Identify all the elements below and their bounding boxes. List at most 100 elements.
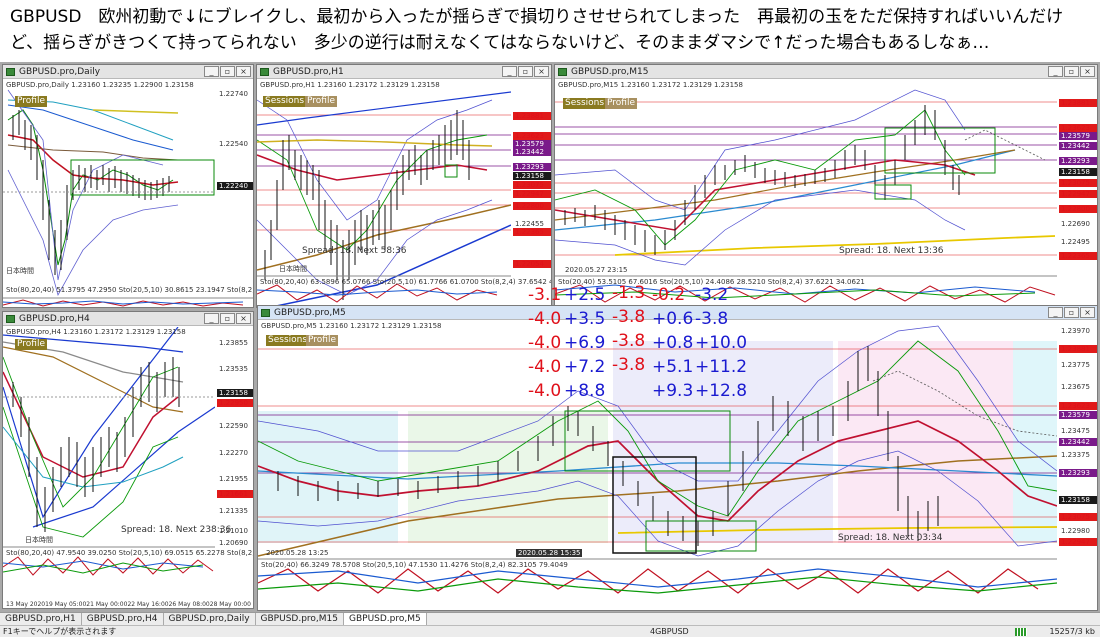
tab-m15[interactable]: GBPUSD.pro,M15 [256,613,344,625]
price-level-label: 1.23623 [1059,124,1097,132]
minimize-button[interactable]: _ [1048,66,1063,77]
chart-area[interactable]: GBPUSD.pro,H4 1.23160 1.23172 1.23129 1.… [3,327,253,608]
price-level-label: 1.23881 [1059,99,1097,107]
sessions-tag[interactable]: Sessions [263,96,307,107]
price-axis: 1.23881 1.23623 1.23579 1.23442 1.23293 … [511,80,551,270]
window-controls: _ ▫ × [502,66,549,77]
chart-icon [260,68,269,76]
tab-h4[interactable]: GBPUSD.pro,H4 [82,613,164,625]
minimize-button[interactable]: _ [204,66,219,77]
restore-button[interactable]: ▫ [220,66,235,77]
candles [12,110,170,275]
tab-h1[interactable]: GBPUSD.pro,H1 [0,613,82,625]
time-axis: 13 May 2020 19 May 05:00 21 May 00:00 22… [6,601,251,608]
chart-window-h1[interactable]: GBPUSD.pro,H1 _ ▫ × GBPUSD.pro,H1 1.23160 … [256,64,552,308]
h4-chart-svg [3,327,215,576]
price-level-label: 1.22365 [1059,252,1097,260]
header-line-1: GBPUSD 欧州初動で↓にブレイクし、最初から入ったが揺らぎで損切りさせせられ… [10,7,1064,27]
chart-area[interactable]: GBPUSD.pro,M5 1.23160 1.23172 1.23129 1.… [258,321,1097,610]
close-button[interactable]: × [1080,66,1095,77]
ohlc-info: GBPUSD.pro,H1 1.23160 1.23172 1.23129 1.… [260,81,440,89]
price-tick: 1.23475 [1061,427,1090,435]
window-controls: _ ▫ × [204,66,251,77]
price-level-label: 1.23075 [513,181,551,189]
profile-tag[interactable]: Profile [305,96,337,107]
window-title-bar[interactable]: GBPUSD.pro,M5 _ ▫ × [258,306,1097,320]
connection-bars-icon [1015,628,1027,636]
restore-button[interactable]: ▫ [1064,66,1079,77]
minimize-button[interactable]: _ [502,66,517,77]
window-title: GBPUSD.pro,H4 [19,314,90,324]
price-level-label: 1.23075 [1059,179,1097,187]
current-price-label: 1.23158 [1059,168,1097,176]
time-tick: 26 May 08:00 [168,601,210,608]
tab-m5[interactable]: GBPUSD.pro,M5 [344,613,427,625]
window-title-bar[interactable]: GBPUSD.pro,H1 _ ▫ × [257,65,551,79]
current-price-label: 1.23158 [513,172,551,180]
chart-window-daily[interactable]: GBPUSD.pro,Daily _ ▫ × GBPUSD.pro,Daily 1.… [2,64,254,308]
restore-button[interactable]: ▫ [220,313,235,324]
window-title-bar[interactable]: GBPUSD.pro,Daily _ ▫ × [3,65,253,79]
chart-window-m5[interactable]: GBPUSD.pro,M5 _ ▫ × GBPUSD.pro,M5 1.23160 … [257,305,1098,611]
chart-area[interactable]: GBPUSD.pro,Daily 1.23160 1.23235 1.22900… [3,80,253,307]
time-cursor-label: 2020.05.27 23:15 [565,266,628,274]
price-tick: 1.23855 [219,339,248,347]
window-controls: _ ▫ × [1048,307,1095,318]
stochastic-info: Sto(80,20,40) 47.9540 39.0250 Sto(20,5,1… [6,549,253,557]
price-tick: 1.23970 [1061,327,1090,335]
price-tick: 1.23675 [1061,383,1090,391]
spread-label: Spread: 18. Next 13:36 [839,246,944,256]
chart-window-m15[interactable]: GBPUSD.pro,M15 _ ▫ × GBPUSD.pro,M15 1.2316… [554,64,1098,308]
price-tick: 1.23535 [219,365,248,373]
price-level-label: 1.22947 [1059,538,1097,546]
profile-tag[interactable]: Profile [15,96,47,107]
sessions-tag[interactable]: Sessions [563,98,607,109]
stochastic-info: Sto(20,40) 66.3249 78.5708 Sto(20,5,10) … [261,561,568,569]
chart-icon [558,68,567,76]
price-tick: 1.22495 [1061,238,1090,246]
price-level-label: 1.22054 [513,260,551,268]
ohlc-info: GBPUSD.pro,Daily 1.23160 1.23235 1.22900… [6,81,194,89]
window-title: GBPUSD.pro,M15 [571,67,649,77]
chart-window-h4[interactable]: GBPUSD.pro,H4 _ ▫ × GBPUSD.pro,H4 1.23160 … [2,311,254,609]
time-tick: 21 May 00:00 [86,601,128,608]
stochastic-info: Sto(20,40) 53.5105 67.6016 Sto(20,5,10) … [558,278,865,286]
price-level-label: 1.22800 [1059,205,1097,213]
minimize-button[interactable]: _ [1048,307,1063,318]
profile-tag[interactable]: Profile [306,335,338,346]
restore-button[interactable]: ▫ [1064,307,1079,318]
close-button[interactable]: × [534,66,549,77]
price-axis: 1.23881 1.23623 1.23579 1.23442 1.23293 … [1057,80,1097,270]
tab-daily[interactable]: GBPUSD.pro,Daily [164,613,256,625]
current-price-label: 1.23158 [1059,496,1097,504]
time-tick: 13 May 2020 [6,601,46,608]
price-level-label: 1.23293 [1059,469,1097,477]
window-title-bar[interactable]: GBPUSD.pro,M15 _ ▫ × [555,65,1097,79]
minimize-button[interactable]: _ [204,313,219,324]
price-level-label: 1.23579 [1059,411,1097,419]
status-bar: F1キーでヘルプが表示されます 4GBPUSD 15257/3 kb [0,625,1100,637]
price-level-label: 1.22365 [513,228,551,236]
close-button[interactable]: × [236,66,251,77]
current-price-label: 1.23158 [217,389,253,397]
window-controls: _ ▫ × [1048,66,1095,77]
profile-tag[interactable]: Profile [605,98,637,109]
profile-tag[interactable]: Profile [15,339,47,350]
close-button[interactable]: × [1080,307,1095,318]
chart-icon [261,309,270,317]
price-level-label: 1.22947 [513,190,551,198]
ohlc-info: GBPUSD.pro,H4 1.23160 1.23172 1.23129 1.… [6,328,186,336]
header-line-2: ど、揺らぎがきつくて持ってられない 多少の逆行は耐えなくてはならないけど、そのま… [10,33,990,53]
window-title: GBPUSD.pro,Daily [19,67,101,77]
price-level-label: 1.23442 [513,148,551,156]
chart-area[interactable]: GBPUSD.pro,H1 1.23160 1.23172 1.23129 1.… [257,80,551,307]
chart-area[interactable]: GBPUSD.pro,M15 1.23160 1.23172 1.23129 1… [555,80,1097,307]
window-title-bar[interactable]: GBPUSD.pro,H4 _ ▫ × [3,312,253,326]
price-level-label: 1.21661 [217,490,253,498]
price-tick: 1.22270 [219,449,248,457]
price-tick: 1.21010 [219,527,248,535]
restore-button[interactable]: ▫ [518,66,533,77]
sessions-tag[interactable]: Sessions [266,335,310,346]
close-button[interactable]: × [236,313,251,324]
